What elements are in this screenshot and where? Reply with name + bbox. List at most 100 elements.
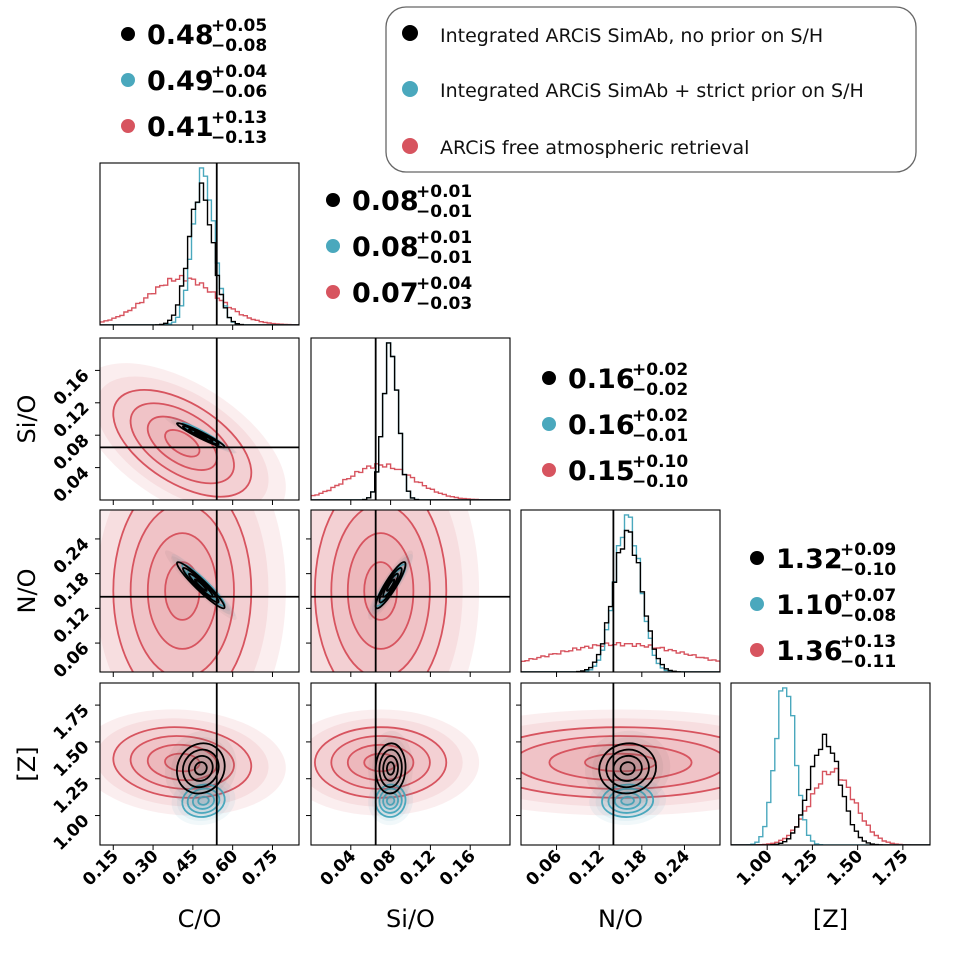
density-series-3 bbox=[521, 709, 720, 816]
stat-value: 0.08 bbox=[352, 232, 419, 263]
stat-lower-error: −0.10 bbox=[632, 472, 688, 492]
y-tick-label-z: 1.00 bbox=[50, 811, 94, 855]
stat-no-series-1: 0.16+0.02−0.02 bbox=[542, 360, 688, 400]
panel-hist-co bbox=[99, 162, 300, 326]
x-tick-label-z: 1.75 bbox=[869, 846, 913, 890]
panel-2d-z-vs-no bbox=[520, 682, 721, 846]
legend: Integrated ARCiS SimAb, no prior on S/H … bbox=[385, 6, 917, 173]
x-axis-label-z: [Z] bbox=[813, 905, 848, 933]
stat-no-series-3: 0.15+0.10−0.10 bbox=[542, 452, 688, 492]
hist-z-series-3 bbox=[731, 767, 930, 845]
stat-marker bbox=[750, 643, 764, 657]
x-tick-label-sio: 0.12 bbox=[396, 846, 440, 890]
legend-marker-series-3 bbox=[402, 138, 418, 154]
stat-value: 0.16 bbox=[568, 410, 635, 441]
y-tick-label-z: 1.50 bbox=[50, 737, 94, 781]
x-tick-label-co: 0.45 bbox=[159, 846, 203, 890]
x-tick-label-sio: 0.08 bbox=[356, 846, 400, 890]
stat-upper-error: +0.10 bbox=[632, 452, 688, 472]
stat-upper-error: +0.13 bbox=[840, 632, 896, 652]
stat-z-series-1: 1.32+0.09−0.10 bbox=[750, 540, 896, 580]
y-axis-label-no: N/O bbox=[13, 569, 41, 614]
x-tick-label-co: 0.60 bbox=[198, 846, 242, 890]
stat-upper-error: +0.04 bbox=[416, 274, 472, 294]
stat-value: 0.07 bbox=[352, 278, 419, 309]
panels-layer: 0.150.300.450.600.75C/O0.040.080.120.16S… bbox=[13, 162, 931, 933]
hist-sio-series-1 bbox=[311, 342, 510, 500]
x-axis-label-no: N/O bbox=[598, 905, 643, 933]
stat-lower-error: −0.01 bbox=[416, 248, 472, 268]
legend-label-series-2: Integrated ARCiS SimAb + strict prior on… bbox=[440, 80, 864, 102]
stat-no-series-2: 0.16+0.02−0.01 bbox=[542, 406, 688, 446]
stat-marker bbox=[750, 551, 764, 565]
hist-z-series-1 bbox=[731, 733, 930, 845]
stat-value: 0.41 bbox=[147, 112, 214, 143]
stat-upper-error: +0.09 bbox=[840, 540, 896, 560]
panel-frame bbox=[99, 682, 300, 846]
stat-value: 0.08 bbox=[352, 186, 419, 217]
stat-upper-error: +0.02 bbox=[632, 406, 688, 426]
panel-hist-z bbox=[730, 682, 931, 846]
stat-upper-error: +0.01 bbox=[416, 182, 472, 202]
stat-lower-error: −0.06 bbox=[211, 82, 267, 102]
y-tick-label-sio: 0.16 bbox=[50, 366, 94, 410]
panel-2d-no-vs-co bbox=[99, 509, 300, 673]
x-tick-label-no: 0.24 bbox=[650, 846, 694, 890]
panel-frame bbox=[310, 337, 511, 501]
stat-marker bbox=[121, 73, 135, 87]
x-tick-label-co: 0.75 bbox=[238, 846, 282, 890]
panel-frame bbox=[310, 682, 511, 846]
stat-marker bbox=[542, 371, 556, 385]
x-tick-label-co: 0.30 bbox=[119, 846, 163, 890]
hist-z-series-2 bbox=[731, 687, 930, 845]
y-tick-label-no: 0.06 bbox=[50, 638, 94, 682]
legend-marker-series-1 bbox=[402, 25, 418, 41]
panel-frame bbox=[730, 682, 931, 846]
stat-lower-error: −0.01 bbox=[632, 426, 688, 446]
stat-upper-error: +0.02 bbox=[632, 360, 688, 380]
stat-lower-error: −0.08 bbox=[211, 36, 267, 56]
x-tick-label-z: 1.50 bbox=[823, 846, 867, 890]
hist-no-series-1 bbox=[521, 529, 720, 672]
stat-co-series-3: 0.41+0.13−0.13 bbox=[121, 108, 267, 148]
hist-co-series-1 bbox=[100, 182, 299, 325]
legend-label-series-3: ARCiS free atmospheric retrieval bbox=[440, 137, 749, 159]
stat-value: 0.15 bbox=[568, 456, 635, 487]
stat-sio-series-2: 0.08+0.01−0.01 bbox=[326, 228, 472, 268]
stat-marker bbox=[326, 285, 340, 299]
stat-sio-series-1: 0.08+0.01−0.01 bbox=[326, 182, 472, 222]
density-series-3 bbox=[100, 709, 286, 816]
stat-co-series-1: 0.48+0.05−0.08 bbox=[121, 16, 267, 56]
x-tick-label-no: 0.12 bbox=[565, 846, 609, 890]
stat-value: 1.36 bbox=[776, 636, 843, 667]
hist-no-series-3 bbox=[521, 642, 720, 672]
x-axis-label-sio: Si/O bbox=[386, 905, 435, 933]
density-series-3 bbox=[100, 363, 286, 500]
stat-lower-error: −0.10 bbox=[840, 560, 896, 580]
y-axis-label-z: [Z] bbox=[13, 746, 41, 781]
stat-upper-error: +0.07 bbox=[840, 586, 896, 606]
stat-value: 1.10 bbox=[776, 590, 843, 621]
y-tick-label-no: 0.18 bbox=[50, 569, 94, 613]
x-tick-label-co: 0.15 bbox=[79, 846, 123, 890]
stat-upper-error: +0.04 bbox=[211, 62, 267, 82]
stat-sio-series-3: 0.07+0.04−0.03 bbox=[326, 274, 472, 314]
x-tick-label-z: 1.00 bbox=[733, 846, 777, 890]
legend-marker-series-2 bbox=[402, 81, 418, 97]
summary-stats-layer: 0.48+0.05−0.080.49+0.04−0.060.41+0.13−0.… bbox=[121, 16, 896, 672]
y-tick-label-sio: 0.12 bbox=[50, 398, 94, 442]
x-axis-label-co: C/O bbox=[178, 905, 222, 933]
hist-co-series-2 bbox=[100, 167, 299, 325]
y-tick-label-sio: 0.08 bbox=[50, 431, 94, 475]
panel-2d-z-vs-sio bbox=[310, 682, 511, 846]
stat-co-series-2: 0.49+0.04−0.06 bbox=[121, 62, 267, 102]
stat-value: 0.49 bbox=[147, 66, 214, 97]
stat-upper-error: +0.05 bbox=[211, 16, 267, 36]
density-series-3 bbox=[100, 510, 286, 672]
density-series-1 bbox=[164, 730, 237, 806]
panel-hist-no bbox=[520, 509, 721, 673]
panel-frame bbox=[520, 682, 721, 846]
stat-value: 0.16 bbox=[568, 364, 635, 395]
stat-z-series-3: 1.36+0.13−0.11 bbox=[750, 632, 896, 672]
